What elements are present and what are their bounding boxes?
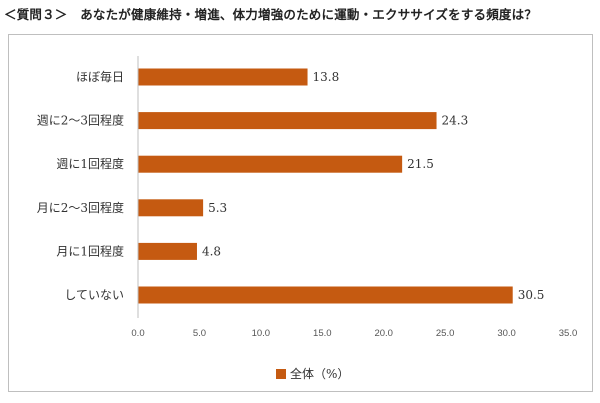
- bar: [138, 199, 204, 217]
- bar: [138, 286, 513, 304]
- chart-title: ＜質問３＞ あなたが健康維持・増進、体力増強のために運動・エクササイズをする頻度…: [4, 7, 538, 22]
- value-label: 13.8: [313, 70, 340, 84]
- value-label: 21.5: [407, 157, 434, 171]
- value-label: 24.3: [442, 114, 469, 128]
- chart-frame: [8, 34, 593, 392]
- category-label: 週に1回程度: [56, 156, 124, 171]
- x-tick-label: 30.0: [497, 328, 516, 339]
- x-tick-label: 15.0: [313, 328, 332, 339]
- value-label: 5.3: [208, 201, 227, 215]
- category-label: 月に2～3回程度: [37, 200, 124, 215]
- value-label: 4.8: [202, 244, 221, 258]
- category-label: 月に1回程度: [56, 243, 124, 258]
- legend-label: 全体（%）: [290, 366, 349, 381]
- legend-swatch: [276, 369, 286, 379]
- x-tick-label: 10.0: [252, 328, 271, 339]
- bar: [138, 155, 403, 173]
- category-label: 週に2～3回程度: [37, 113, 124, 128]
- bar: [138, 242, 197, 260]
- x-tick-label: 0.0: [131, 328, 144, 339]
- category-label: していない: [64, 288, 124, 302]
- category-label: ほぼ毎日: [76, 69, 124, 84]
- x-tick-label: 20.0: [374, 328, 393, 339]
- bar: [138, 112, 437, 130]
- x-tick-label: 5.0: [193, 328, 206, 339]
- value-label: 30.5: [518, 288, 545, 302]
- x-tick-label: 25.0: [436, 328, 455, 339]
- x-tick-label: 35.0: [559, 328, 578, 339]
- bar: [138, 68, 308, 86]
